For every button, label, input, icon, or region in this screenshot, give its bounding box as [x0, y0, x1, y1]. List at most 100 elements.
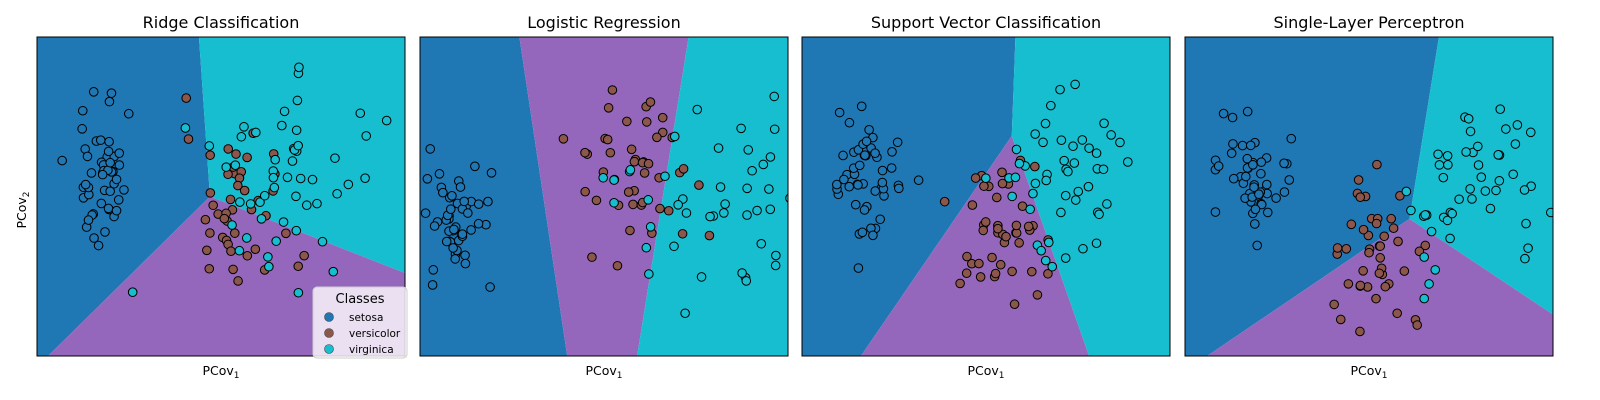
subplot-title: Logistic Regression: [527, 13, 680, 32]
point-setosa: [473, 218, 484, 229]
point-setosa: [77, 105, 88, 116]
point-virginica: [681, 208, 692, 218]
point-virginica: [1519, 185, 1530, 195]
axes-frame: [1184, 36, 1554, 357]
point-versicolor: [655, 203, 665, 214]
point-virginica: [660, 171, 670, 182]
point-setosa: [857, 227, 868, 238]
point-setosa: [96, 198, 107, 209]
point-misclassified: [1025, 204, 1035, 215]
point-versicolor: [663, 205, 674, 216]
legend-marker-virginica: [324, 344, 334, 354]
point-setosa: [860, 150, 870, 160]
point-virginica: [1060, 190, 1071, 201]
point-versicolor: [995, 259, 1006, 270]
point-virginica: [771, 250, 781, 261]
point-versicolor: [987, 252, 997, 263]
point-setosa: [850, 199, 861, 210]
point-virginica: [1443, 160, 1453, 170]
point-setosa: [870, 148, 880, 158]
point-versicolor: [1375, 253, 1385, 263]
point-versicolor: [233, 276, 243, 286]
point-virginica: [245, 199, 256, 209]
point-versicolor: [1355, 280, 1366, 291]
region-setosa: [1185, 37, 1439, 356]
point-setosa: [875, 214, 885, 225]
point-virginica: [301, 200, 312, 211]
point-setosa: [473, 199, 484, 209]
point-versicolor: [1375, 241, 1386, 251]
point-virginica: [720, 199, 730, 209]
point-versicolor: [639, 168, 650, 178]
point-virginica: [1106, 130, 1116, 140]
point-virginica: [1433, 149, 1443, 160]
point-setosa: [838, 150, 848, 161]
point-virginica: [236, 131, 247, 142]
point-setosa: [913, 175, 924, 186]
point-virginica: [1040, 118, 1051, 129]
point-versicolor: [181, 93, 192, 103]
point-setosa: [854, 160, 865, 171]
point-virginica: [765, 204, 776, 215]
region-setosa: [802, 37, 1016, 356]
point-versicolor: [1358, 266, 1368, 276]
point-versicolor: [1343, 279, 1354, 289]
point-virginica: [764, 184, 774, 194]
point-versicolor: [603, 103, 614, 113]
region-setosa: [37, 37, 210, 356]
point-virginica: [719, 208, 729, 218]
point-virginica: [1494, 175, 1505, 186]
point-setosa: [111, 205, 122, 216]
y-axis-label-subscript: 2: [22, 191, 32, 197]
point-virginica: [1007, 191, 1017, 202]
point-versicolor: [1341, 244, 1352, 254]
point-setosa: [1241, 171, 1251, 182]
point-virginica: [1473, 160, 1484, 170]
region-versicolor: [860, 135, 1090, 356]
point-virginica: [307, 174, 318, 185]
point-virginica: [1485, 203, 1496, 214]
point-versicolor: [629, 156, 640, 167]
point-versicolor: [242, 250, 253, 261]
point-versicolor: [978, 225, 989, 236]
point-virginica: [1465, 126, 1476, 137]
point-virginica: [291, 225, 302, 236]
point-virginica: [1070, 79, 1080, 90]
point-versicolor: [558, 134, 569, 144]
point-versicolor: [580, 147, 590, 158]
point-virginica: [1467, 194, 1477, 204]
point-misclassified: [256, 214, 267, 224]
point-setosa: [1271, 193, 1281, 203]
point-misclassified: [1036, 245, 1046, 256]
point-setosa: [422, 174, 433, 184]
point-setosa: [428, 265, 439, 275]
point-virginica: [756, 238, 767, 249]
point-setosa: [425, 144, 436, 154]
point-setosa: [853, 180, 863, 190]
subplot-4: Single-Layer Perceptron PCov1: [1184, 13, 1554, 381]
point-versicolor: [1009, 299, 1020, 310]
x-axis-label-main: PCov: [202, 363, 234, 378]
point-virginica: [1070, 195, 1081, 205]
point-versicolor: [677, 228, 688, 239]
scatter-points: [1210, 104, 1553, 337]
point-setosa: [1254, 189, 1264, 199]
axes-frame: [801, 36, 1171, 357]
point-virginica: [332, 188, 342, 199]
point-virginica: [294, 62, 304, 73]
point-versicolor: [183, 134, 194, 144]
subplot-title: Ridge Classification: [143, 13, 300, 32]
point-versicolor: [208, 200, 218, 211]
point-versicolor: [580, 186, 590, 197]
point-setosa: [1249, 182, 1259, 193]
point-virginica: [715, 182, 726, 192]
point-versicolor: [200, 214, 211, 225]
point-versicolor: [974, 258, 984, 269]
point-setosa: [1210, 207, 1221, 217]
point-versicolor: [205, 228, 215, 238]
point-virginica: [287, 156, 298, 166]
point-virginica: [769, 124, 780, 135]
point-versicolor: [1364, 247, 1374, 258]
point-virginica: [785, 193, 788, 203]
point-virginica: [1434, 160, 1445, 170]
